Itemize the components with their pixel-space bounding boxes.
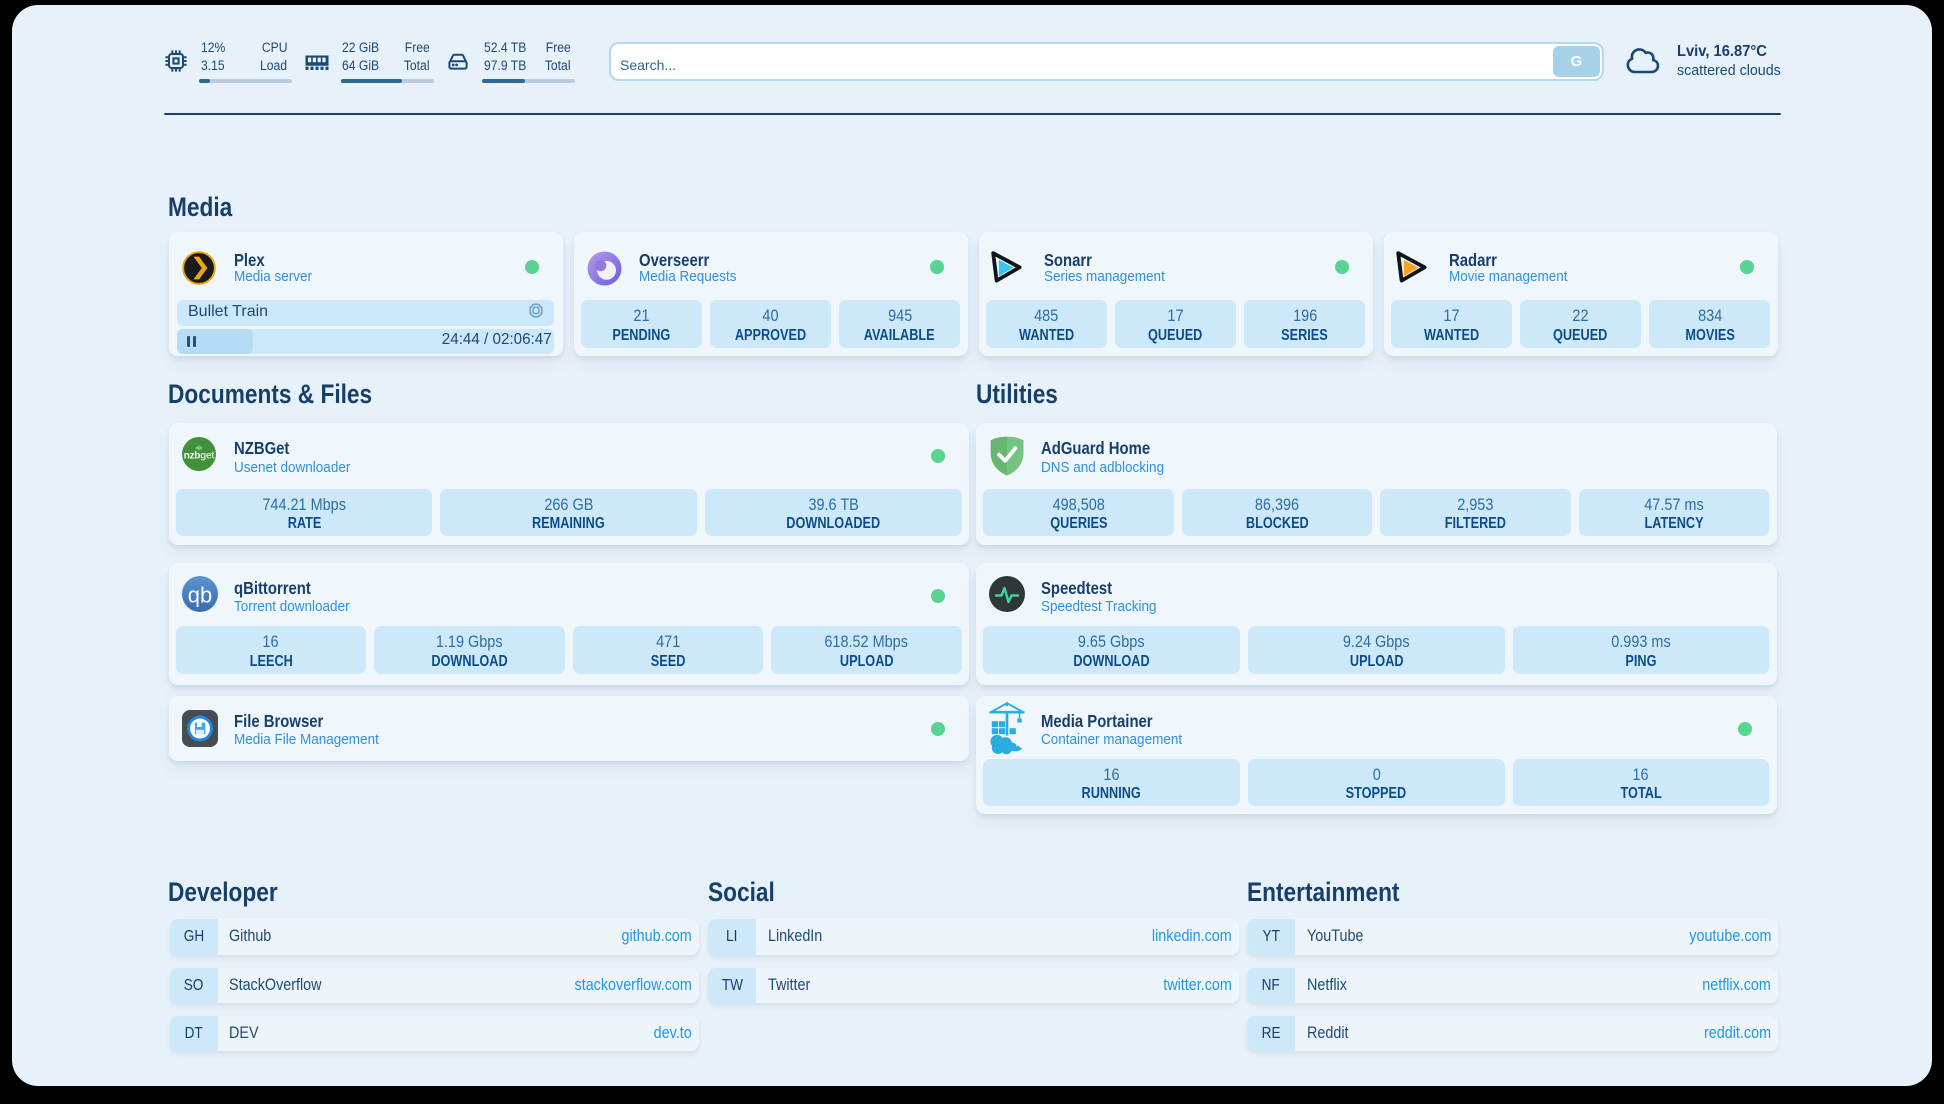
svg-text:nzbget: nzbget — [183, 450, 214, 461]
svg-text:qb: qb — [187, 583, 211, 608]
